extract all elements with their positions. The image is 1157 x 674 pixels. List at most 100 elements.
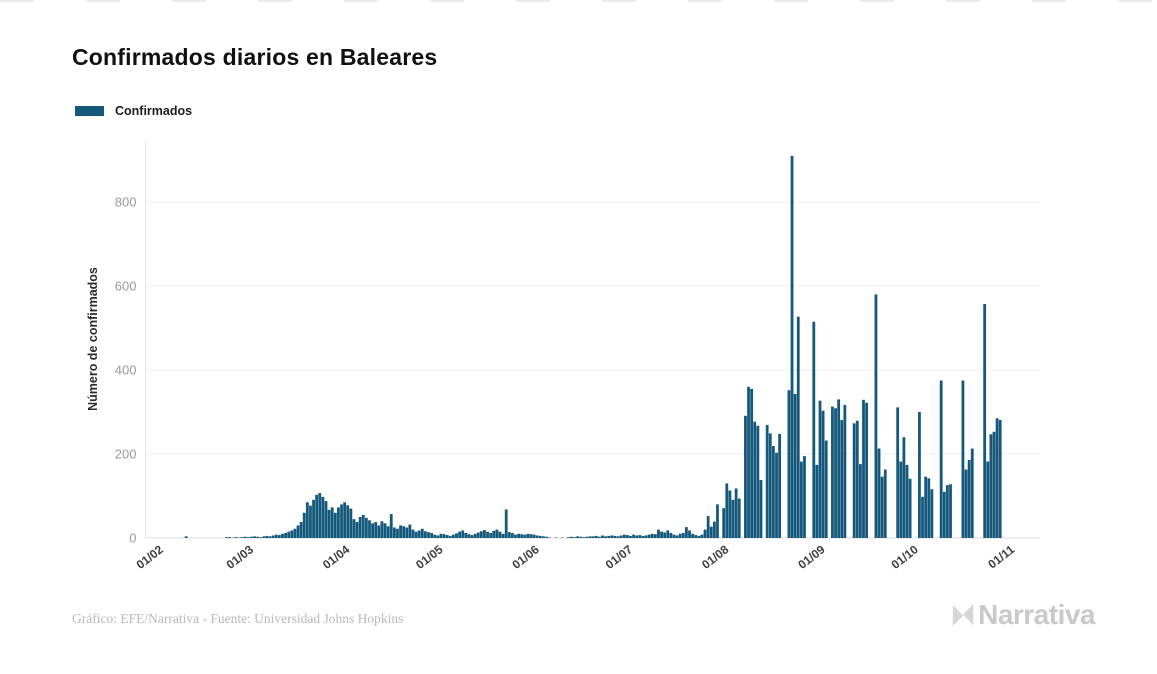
x-tick-label: 01/04 <box>320 542 353 572</box>
bar <box>728 490 732 538</box>
bar <box>184 536 188 538</box>
bar <box>709 526 713 538</box>
bar <box>299 522 303 538</box>
bar <box>821 410 825 538</box>
bar <box>930 489 934 538</box>
bar <box>321 496 325 538</box>
bar <box>436 535 440 538</box>
bar <box>796 316 800 538</box>
bar <box>520 534 524 538</box>
bar <box>265 535 269 538</box>
bar <box>343 502 347 538</box>
bar <box>582 537 586 538</box>
bar <box>874 294 878 538</box>
bar <box>386 526 390 538</box>
bar <box>427 532 430 538</box>
bar <box>787 390 791 538</box>
bar <box>731 499 735 538</box>
bar <box>293 528 297 538</box>
bar <box>274 534 278 538</box>
bar <box>346 505 350 538</box>
bar <box>573 537 576 538</box>
bar <box>315 494 319 538</box>
bar <box>439 533 443 538</box>
bar <box>281 533 284 538</box>
narrativa-logo-icon <box>952 603 974 627</box>
bar <box>538 535 542 538</box>
bar <box>442 534 446 538</box>
bar <box>750 388 754 538</box>
bar <box>576 536 580 538</box>
bar <box>613 535 617 538</box>
bar <box>880 476 884 538</box>
bar <box>302 512 306 538</box>
bar <box>697 535 701 538</box>
bar <box>532 534 536 538</box>
bar <box>899 461 903 538</box>
bar <box>921 496 924 538</box>
bar <box>486 531 489 538</box>
bar <box>765 425 769 538</box>
bar <box>737 498 741 538</box>
bar <box>883 469 887 538</box>
legend-label: Confirmados <box>115 104 193 118</box>
bar <box>616 536 620 538</box>
bar <box>259 537 263 538</box>
source-credit: Gráfico: EFE/Narrativa - Fuente: Univers… <box>72 611 404 626</box>
bar <box>638 535 642 538</box>
bar <box>545 536 548 538</box>
bar <box>831 406 834 538</box>
bar <box>352 519 356 538</box>
bar <box>268 536 272 538</box>
x-tick-label: 01/02 <box>134 542 167 572</box>
bar <box>607 535 611 538</box>
y-tick-label: 800 <box>115 195 137 210</box>
bar <box>284 532 287 538</box>
bar <box>815 464 819 538</box>
bar <box>467 534 471 538</box>
bar <box>722 508 726 538</box>
bar <box>377 525 381 538</box>
bar <box>905 464 909 538</box>
bar <box>374 522 378 538</box>
y-tick-label: 0 <box>129 531 136 546</box>
bar <box>790 155 794 539</box>
bar <box>312 499 315 538</box>
bar <box>420 528 424 538</box>
bar <box>566 537 570 538</box>
bar <box>271 535 275 538</box>
bar <box>877 448 881 538</box>
bar <box>455 533 458 538</box>
bar <box>691 533 695 538</box>
x-tick-label: 01/10 <box>889 542 922 572</box>
bar <box>389 514 393 538</box>
bar <box>368 520 371 538</box>
bar <box>635 535 639 538</box>
bar <box>768 433 772 538</box>
bar <box>669 532 673 538</box>
bar <box>657 529 660 538</box>
bar <box>246 537 250 538</box>
bar <box>778 433 782 538</box>
bar <box>358 517 362 538</box>
bar <box>902 437 906 538</box>
bar <box>458 531 461 538</box>
bar <box>604 536 608 538</box>
bar <box>775 452 778 538</box>
bar <box>479 531 483 538</box>
bar <box>647 534 651 538</box>
bar <box>964 469 968 538</box>
bar <box>340 504 343 538</box>
bar <box>908 478 912 538</box>
bar <box>747 386 750 538</box>
bar <box>744 415 747 538</box>
bar <box>483 530 486 538</box>
bar <box>992 431 996 538</box>
bar <box>942 491 946 538</box>
x-tick-label: 01/11 <box>985 542 1017 571</box>
bar <box>256 536 260 538</box>
bar <box>405 527 409 538</box>
bar <box>610 535 614 538</box>
bar <box>855 420 859 538</box>
